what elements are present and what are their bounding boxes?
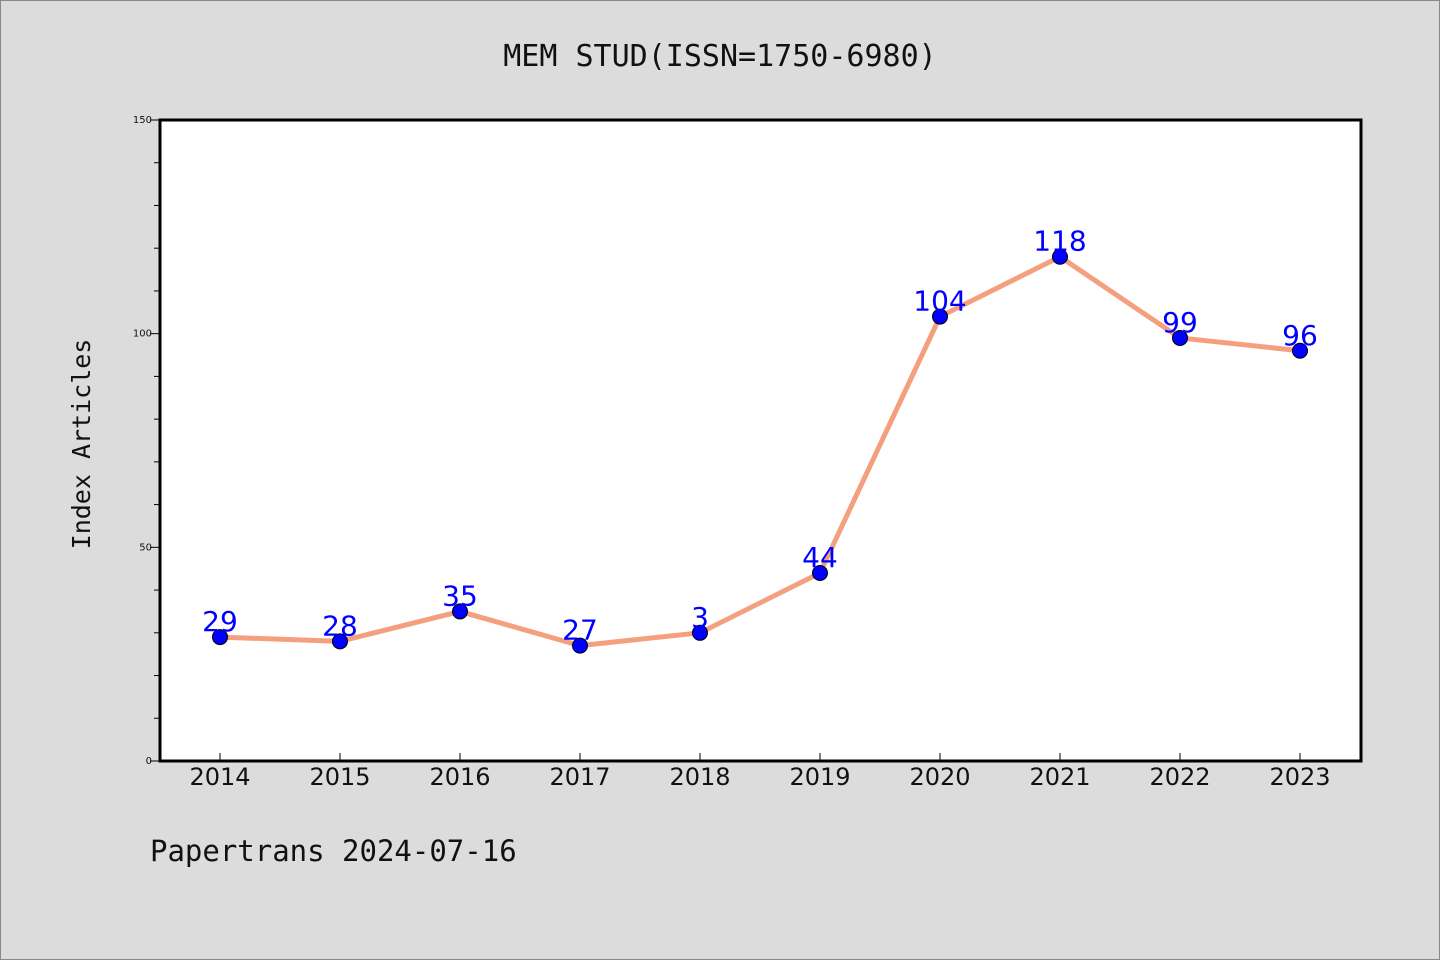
y-tick-label: 150: [133, 115, 152, 126]
data-point: [1172, 329, 1188, 346]
y-axis: 0 50 100 150: [133, 115, 160, 767]
x-tick-label: 2021: [1029, 763, 1090, 791]
data-label: 3: [691, 601, 709, 634]
data-point: [812, 564, 828, 581]
data-point: [1292, 342, 1308, 359]
data-label: 118: [1033, 225, 1086, 258]
data-label: 35: [442, 579, 478, 612]
series-line: [217, 254, 1303, 649]
chart-title: MEM STUD(ISSN=1750-6980): [503, 39, 936, 74]
x-tick-label: 2018: [669, 763, 730, 791]
data-label: 27: [562, 614, 598, 647]
plot-area: [158, 118, 1363, 763]
footer-text: Papertrans 2024-07-16: [150, 834, 517, 868]
y-tick-label: 50: [139, 542, 152, 553]
x-tick-label: 2016: [429, 763, 490, 791]
data-label: 104: [913, 285, 966, 318]
data-label: 29: [202, 605, 238, 638]
x-tick-label: 2023: [1269, 763, 1330, 791]
data-label: 96: [1282, 319, 1318, 352]
data-label: 99: [1162, 306, 1198, 339]
x-tick-label: 2015: [309, 763, 370, 791]
x-tick-label: 2020: [909, 763, 970, 791]
data-point: [572, 637, 588, 654]
y-axis-label: Index Articles: [67, 339, 96, 550]
x-tick-label: 2022: [1149, 763, 1210, 791]
x-axis: 2014 2015 2016 2017 2018 2019 2020 2021 2022 2023: [189, 753, 1331, 791]
x-tick-label: 2019: [789, 763, 850, 791]
series-group: 29 28 35 27 3 44 104 118 99 96: [202, 225, 1318, 654]
data-label: 44: [802, 541, 838, 574]
y-tick-label: 100: [133, 329, 152, 340]
data-point: [452, 603, 468, 620]
y-tick-label: 0: [146, 756, 152, 767]
data-point: [1052, 248, 1068, 265]
data-point: [332, 633, 348, 650]
data-point: [692, 624, 708, 641]
data-label: 28: [322, 609, 358, 642]
x-tick-label: 2017: [549, 763, 610, 791]
data-point: [212, 629, 228, 646]
data-point: [932, 308, 948, 325]
x-tick-label: 2014: [189, 763, 250, 791]
